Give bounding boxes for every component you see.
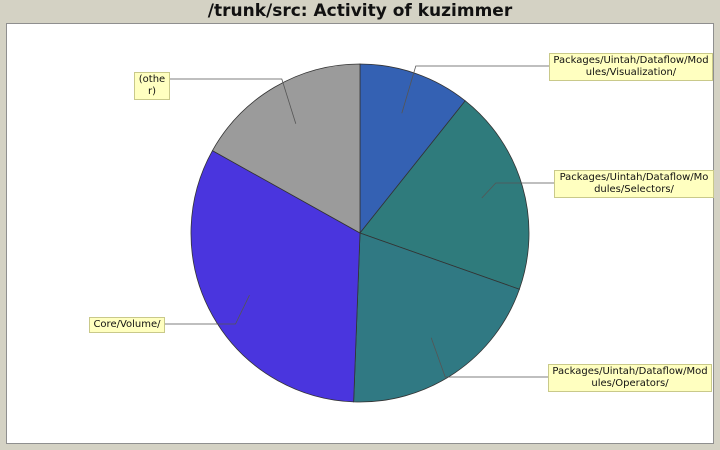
chart-title: /trunk/src: Activity of kuzimmer xyxy=(207,1,513,21)
slice-label: Packages/Uintah/Dataflow/Modules/Operato… xyxy=(548,364,712,392)
slice-label: Packages/Uintah/Dataflow/Modules/Selecto… xyxy=(554,170,714,198)
leader-line xyxy=(481,182,554,199)
leader-line xyxy=(401,65,549,114)
slice-label: Core/Volume/ xyxy=(89,317,165,333)
pie-slice xyxy=(359,100,530,290)
pie-slices xyxy=(190,63,530,403)
leader-line xyxy=(430,337,548,378)
pie-slice xyxy=(359,63,466,235)
leader-line xyxy=(165,294,250,325)
slice-label: Packages/Uintah/Dataflow/Modules/Visuali… xyxy=(549,53,713,81)
leader-line xyxy=(170,78,297,124)
slice-label: (other) xyxy=(134,72,170,100)
pie-slice xyxy=(190,150,361,403)
leader-lines xyxy=(165,65,554,378)
pie-slice xyxy=(353,232,520,403)
pie-slice xyxy=(211,63,361,234)
